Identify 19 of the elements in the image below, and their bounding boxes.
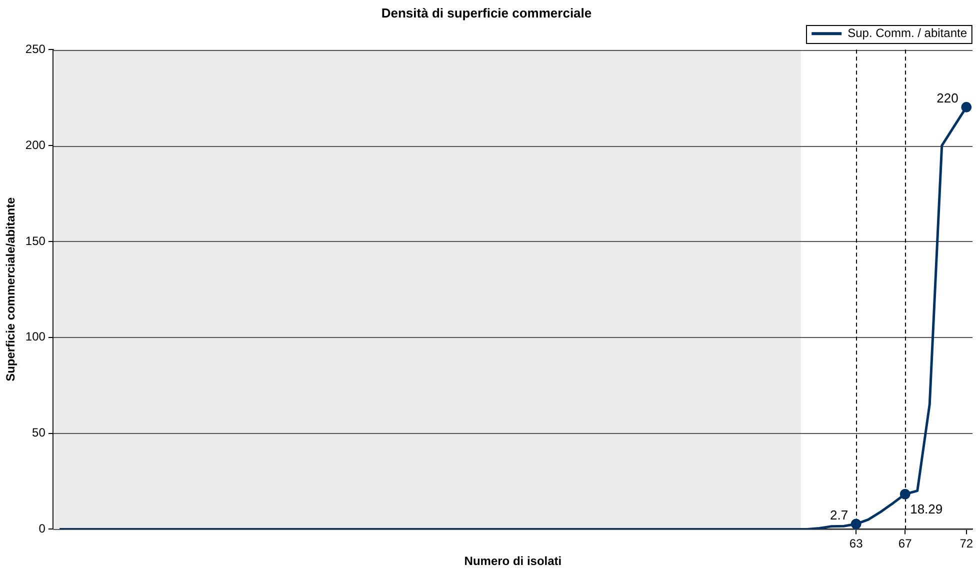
data-label: 18.29 bbox=[910, 502, 943, 517]
chart-title: Densità di superficie commerciale bbox=[381, 5, 592, 20]
x-tick-label: 72 bbox=[960, 536, 974, 551]
data-label: 220 bbox=[936, 90, 958, 106]
y-tick-label: 50 bbox=[32, 426, 46, 440]
y-tick-label: 0 bbox=[38, 522, 46, 536]
y-axis-title: Superficie commerciale/abitante bbox=[4, 197, 18, 382]
legend-label: Sup. Comm. / abitante bbox=[848, 26, 968, 40]
y-tick-label: 200 bbox=[25, 138, 46, 152]
data-label: 2.7 bbox=[830, 508, 848, 523]
x-tick-label: 67 bbox=[898, 536, 912, 551]
point bbox=[900, 488, 910, 500]
y-tick-label: 150 bbox=[25, 234, 46, 248]
y-tick-label: 100 bbox=[25, 330, 46, 344]
point bbox=[961, 102, 972, 112]
x-axis-title: Numero di isolati bbox=[464, 554, 562, 568]
x-tick-label: 63 bbox=[849, 536, 864, 551]
point bbox=[850, 518, 862, 530]
y-tick-label: 250 bbox=[25, 42, 46, 56]
